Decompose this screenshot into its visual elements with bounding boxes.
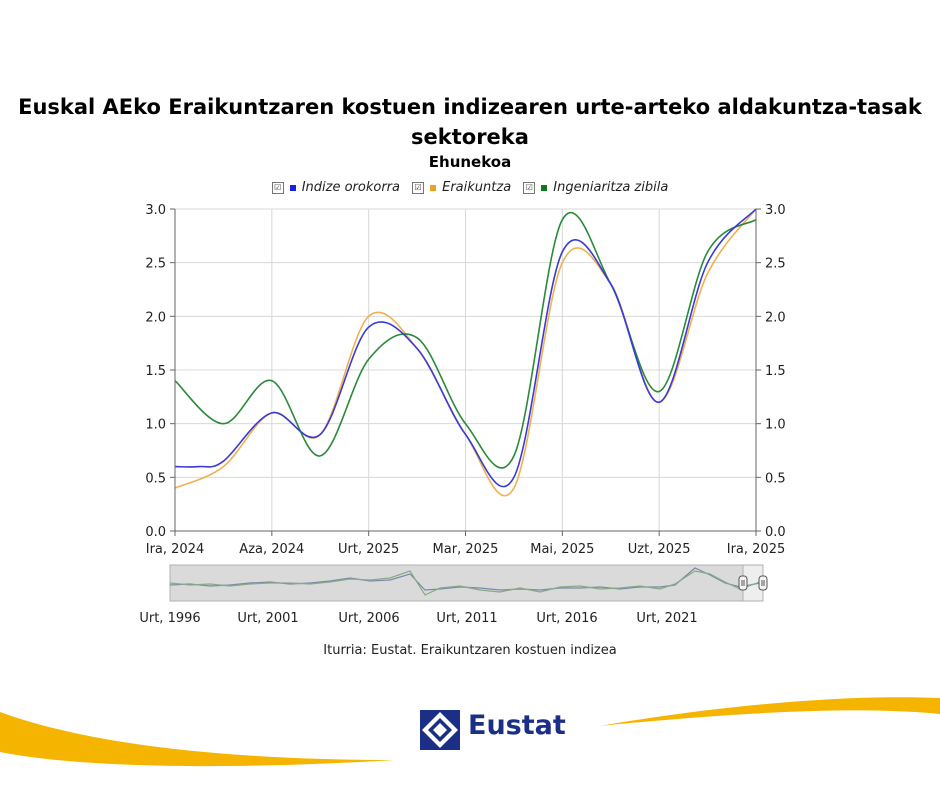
y-tick-label-left: 2.5 xyxy=(145,257,166,272)
x-tick-label: Uzt, 2025 xyxy=(628,542,691,557)
x-tick-label: Urt, 2025 xyxy=(338,542,399,557)
navigator-tick-label: Urt, 2011 xyxy=(436,611,497,626)
y-tick-label-right: 2.0 xyxy=(765,310,786,325)
checkbox-icon[interactable]: ☑ xyxy=(523,181,536,194)
legend-swatch xyxy=(430,184,437,191)
axes: Ira, 2024 Aza, 2024 Urt, 2025 Mar, 2025 Mai,… xyxy=(145,203,785,557)
checkbox-icon[interactable]: ☑ xyxy=(412,181,425,194)
y-tick-label-right: 1.5 xyxy=(765,364,786,379)
navigator-tick-label: Urt, 2001 xyxy=(237,611,298,626)
legend-swatch xyxy=(289,184,296,191)
eustat-logo-text: Eustat xyxy=(468,710,566,741)
series-line-ingeniaritza-zibila xyxy=(174,211,757,469)
y-tick-label-left: 0.5 xyxy=(145,471,166,486)
y-tick-label-right: 3.0 xyxy=(765,203,786,218)
x-tick-label: Mai, 2025 xyxy=(530,542,594,557)
y-tick-label-left: 2.0 xyxy=(145,310,166,325)
x-tick-label: Ira, 2024 xyxy=(146,542,205,557)
legend-item-ingeniaritza-zibila[interactable]: ☑ Ingeniaritza zibila xyxy=(523,180,668,195)
decorative-swoosh-right xyxy=(600,697,940,726)
navigator-tick-label: Urt, 2016 xyxy=(536,611,597,626)
y-tick-label-left: 1.5 xyxy=(145,364,166,379)
y-tick-label-left: 3.0 xyxy=(145,203,166,218)
grid xyxy=(174,208,757,532)
y-tick-label-right: 2.5 xyxy=(765,257,786,272)
legend: ☑ Indize orokorra ☑ Eraikuntza ☑ Ingeniarit… xyxy=(0,180,940,195)
y-tick-label-right: 0.5 xyxy=(765,471,786,486)
chart-source: Iturria: Eustat. Eraikuntzaren kostuen i… xyxy=(323,643,617,658)
decorative-swoosh-left xyxy=(0,712,395,767)
legend-item-eraikuntza[interactable]: ☑ Eraikuntza xyxy=(412,180,511,195)
chart-subtitle: Ehunekoa xyxy=(428,153,512,171)
legend-label: Ingeniaritza zibila xyxy=(553,180,669,195)
legend-label: Indize orokorra xyxy=(301,180,400,195)
legend-item-indize-orokorra[interactable]: ☑ Indize orokorra xyxy=(271,180,400,195)
checkbox-icon[interactable]: ☑ xyxy=(271,181,284,194)
legend-swatch xyxy=(541,184,548,191)
navigator-handle-left[interactable] xyxy=(738,575,748,591)
series-line-indize-orokorra xyxy=(174,208,757,488)
x-tick-label: Aza, 2024 xyxy=(239,542,304,557)
y-tick-label-right: 1.0 xyxy=(765,418,786,433)
y-tick-label-right: 0.0 xyxy=(765,525,786,540)
x-tick-label: Ira, 2025 xyxy=(727,542,786,557)
y-tick-label-left: 0.0 xyxy=(145,525,166,540)
series-lines xyxy=(174,208,757,497)
navigator-series-2 xyxy=(169,570,761,596)
navigator-handle-right[interactable] xyxy=(758,575,768,591)
navigator-tick-label: Urt, 2006 xyxy=(338,611,399,626)
legend-label: Eraikuntza xyxy=(442,180,512,195)
eustat-logo-icon xyxy=(420,710,460,750)
y-tick-label-left: 1.0 xyxy=(145,418,166,433)
navigator-tick-label: Urt, 1996 xyxy=(139,611,200,626)
chart-title: Euskal AEko Eraikuntzaren kostuen indize… xyxy=(18,95,922,149)
navigator-tick-label: Urt, 2021 xyxy=(636,611,697,626)
x-tick-label: Mar, 2025 xyxy=(433,542,499,557)
navigator[interactable]: Urt, 1996 Urt, 2001 Urt, 2006 Urt, 2011 Urt,… xyxy=(139,564,768,626)
